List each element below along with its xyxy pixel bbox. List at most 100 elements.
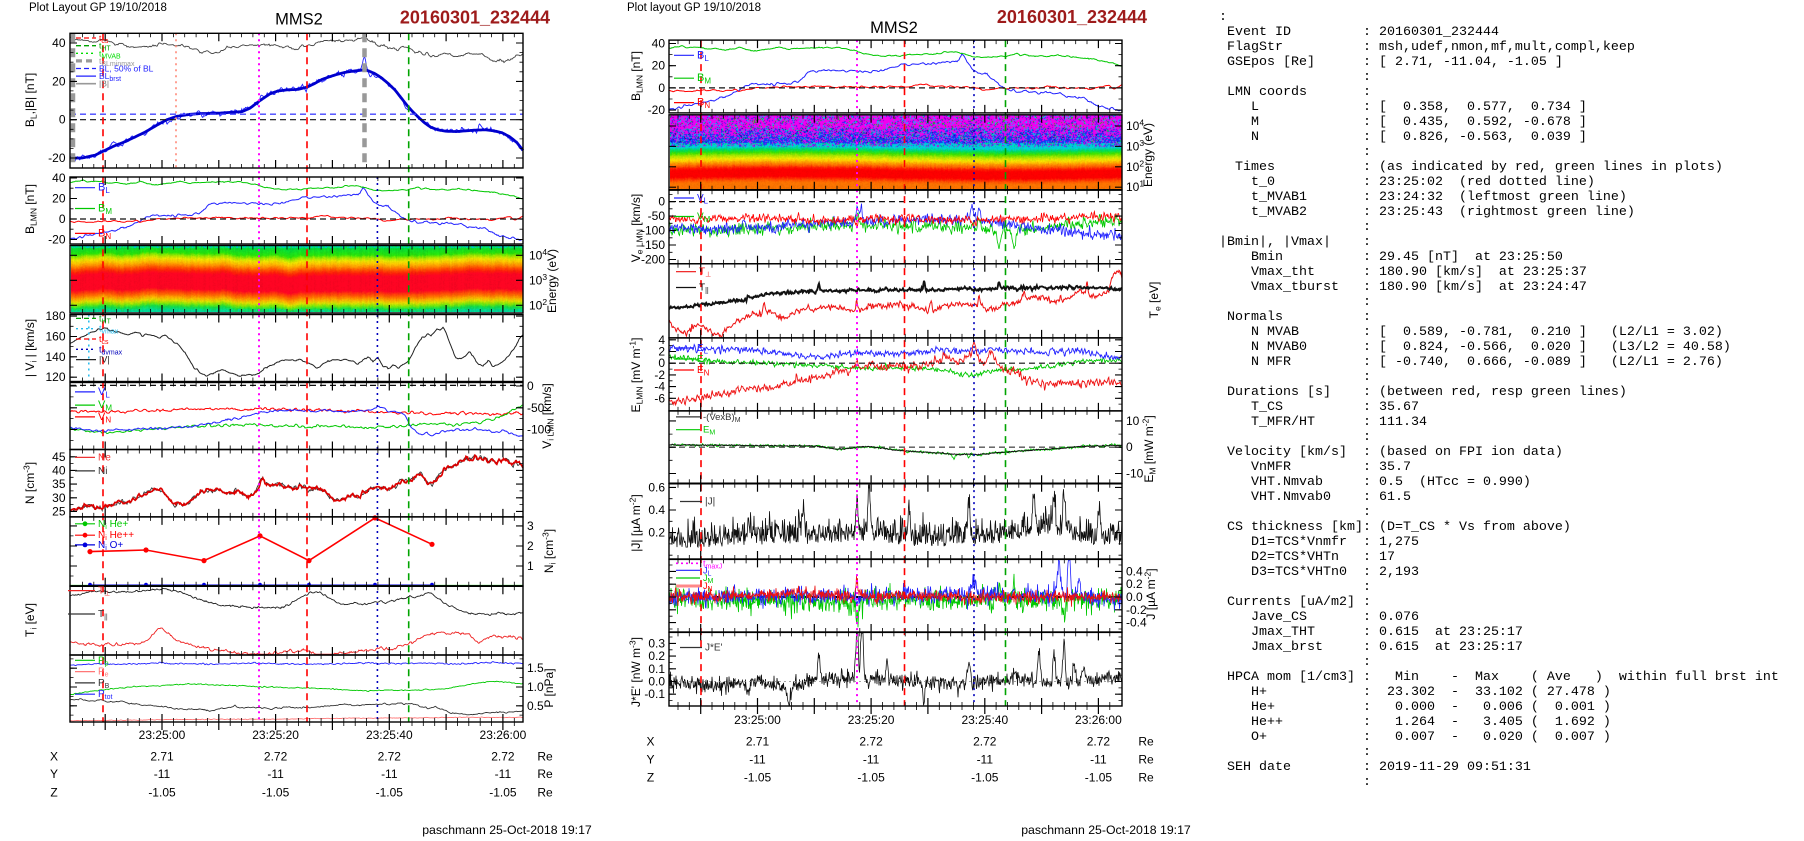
svg-text:-20: -20 [648, 103, 666, 117]
svg-text:Energy (eV): Energy (eV) [1141, 123, 1155, 187]
svg-text:-1.05: -1.05 [262, 786, 290, 800]
svg-text:Y: Y [50, 767, 58, 781]
svg-text:-11: -11 [381, 767, 398, 781]
svg-text:0.1: 0.1 [648, 662, 665, 676]
svg-text:2.72: 2.72 [378, 750, 402, 764]
svg-text:|B|: |B| [99, 79, 109, 89]
svg-text:MMS2: MMS2 [870, 19, 918, 37]
svg-text:160: 160 [45, 330, 65, 344]
svg-text:0: 0 [658, 195, 665, 209]
svg-text:T||​: T||​ [98, 609, 108, 621]
svg-text:Ni​ He+: Ni​ He+ [98, 519, 128, 531]
svg-text:| Vi​ | [km/s]: | Vi​ | [km/s] [23, 319, 39, 377]
svg-text:-1.05: -1.05 [1085, 771, 1113, 785]
svg-text:20: 20 [652, 59, 666, 73]
svg-text:23:25:20: 23:25:20 [848, 713, 895, 727]
svg-text:PB​: PB​ [98, 678, 110, 690]
svg-text:40: 40 [52, 36, 66, 50]
svg-text:BLMN​ [nT]: BLMN​ [nT] [23, 184, 39, 234]
svg-text:2.72: 2.72 [859, 735, 883, 749]
svg-text:-0.1: -0.1 [644, 687, 665, 701]
svg-text:tcs​: tcs​ [99, 33, 109, 45]
svg-text:-1.05: -1.05 [489, 786, 517, 800]
svg-text:J [µA m-2​]: J [µA m-2​] [1143, 568, 1159, 619]
svg-text:EN​: EN​ [697, 365, 710, 378]
svg-text:3: 3 [527, 519, 534, 533]
svg-text:0: 0 [1126, 440, 1133, 454]
svg-text:Te​ [eV]: Te​ [eV] [1147, 282, 1163, 319]
svg-text:20: 20 [52, 192, 66, 206]
svg-text:0.5: 0.5 [527, 699, 544, 713]
svg-text:-0.4: -0.4 [1126, 616, 1147, 630]
svg-text:0.0: 0.0 [648, 675, 665, 689]
svg-text:-1.05: -1.05 [148, 786, 176, 800]
svg-text:120: 120 [45, 370, 65, 384]
svg-text:4: 4 [658, 333, 665, 347]
svg-text:2.72: 2.72 [973, 735, 997, 749]
svg-text:T⊥​: T⊥​ [699, 267, 711, 279]
svg-text:J*E': J*E' [705, 643, 723, 654]
svg-text:Ni​ He++: Ni​ He++ [98, 530, 134, 542]
svg-text:-(VexB)M​: -(VexB)M​ [703, 412, 741, 424]
svg-text:T⊥​: T⊥​ [98, 586, 110, 598]
svg-text:-11: -11 [977, 753, 994, 767]
svg-text:23:25:00: 23:25:00 [734, 713, 781, 727]
svg-text:-11: -11 [863, 753, 880, 767]
svg-text:BLMN​ [nT]: BLMN​ [nT] [629, 51, 645, 101]
svg-text:MMS2: MMS2 [275, 11, 323, 29]
svg-text:Re: Re [537, 786, 553, 800]
svg-text:P [nPa]: P [nPa] [542, 668, 556, 707]
svg-text:J*E' [nW m-3​]: J*E' [nW m-3​] [628, 637, 644, 707]
svg-text:paschmann 25-Oct-2018 19:17: paschmann 25-Oct-2018 19:17 [1021, 823, 1191, 837]
svg-text:30: 30 [52, 491, 66, 505]
svg-text:0.2: 0.2 [648, 649, 665, 663]
svg-text:23:26:00: 23:26:00 [480, 728, 527, 742]
svg-text:-100: -100 [641, 224, 665, 238]
svg-text:-10: -10 [1126, 467, 1144, 481]
svg-text:0: 0 [658, 356, 665, 370]
svg-text:2.71: 2.71 [746, 735, 770, 749]
svg-text:20: 20 [52, 74, 66, 88]
svg-text:BL​,|B| [nT]: BL​,|B| [nT] [23, 73, 39, 127]
svg-text:0.0: 0.0 [1126, 590, 1143, 604]
svg-text:ELMN​ [mV m-1​]: ELMN​ [mV m-1​] [628, 338, 645, 413]
svg-text:|J|: |J| [705, 497, 715, 508]
svg-text:-0.2: -0.2 [1126, 603, 1147, 617]
svg-text:BN​: BN​ [98, 227, 111, 241]
svg-text:paschmann 25-Oct-2018 19:17: paschmann 25-Oct-2018 19:17 [422, 823, 592, 837]
svg-text:20160301_232444: 20160301_232444 [997, 7, 1147, 27]
svg-text:0.4: 0.4 [648, 503, 665, 517]
svg-text:-6: -6 [654, 391, 665, 405]
svg-text:45: 45 [52, 450, 66, 464]
svg-text:140: 140 [45, 350, 65, 364]
svg-text:-20: -20 [48, 151, 66, 165]
svg-text:JM​: JM​ [703, 573, 714, 585]
svg-text:-1.05: -1.05 [857, 771, 885, 785]
svg-text:BM​: BM​ [98, 203, 112, 217]
svg-text:T||​: T||​ [699, 283, 709, 295]
svg-text:-2: -2 [654, 368, 665, 382]
svg-text:40: 40 [652, 37, 666, 51]
svg-text:0: 0 [527, 379, 534, 393]
svg-text:EM​: EM​ [697, 354, 711, 367]
svg-text:Ti​ [eV]: Ti​ [eV] [23, 603, 39, 637]
svg-text:VL​: VL​ [697, 193, 709, 206]
svg-text:VL​: VL​ [98, 386, 110, 400]
svg-text:Re: Re [1138, 753, 1154, 767]
svg-text:Z: Z [50, 786, 57, 800]
svg-text:Y: Y [646, 753, 654, 767]
svg-text:-1.05: -1.05 [744, 771, 772, 785]
svg-text:X: X [50, 750, 58, 764]
svg-text:tvmax​: tvmax​ [99, 324, 119, 336]
svg-text:0.2: 0.2 [1126, 577, 1143, 591]
svg-text:Pe​: Pe​ [98, 667, 109, 679]
svg-text:1: 1 [527, 559, 534, 573]
svg-text:25: 25 [52, 504, 66, 518]
svg-text:-11: -11 [154, 767, 171, 781]
svg-text:0.3: 0.3 [648, 636, 665, 650]
svg-text:0: 0 [59, 113, 66, 127]
svg-text:2.72: 2.72 [264, 750, 288, 764]
svg-text:X: X [646, 735, 654, 749]
svg-text:23:25:40: 23:25:40 [366, 728, 413, 742]
svg-text:Ni: Ni [98, 466, 107, 477]
